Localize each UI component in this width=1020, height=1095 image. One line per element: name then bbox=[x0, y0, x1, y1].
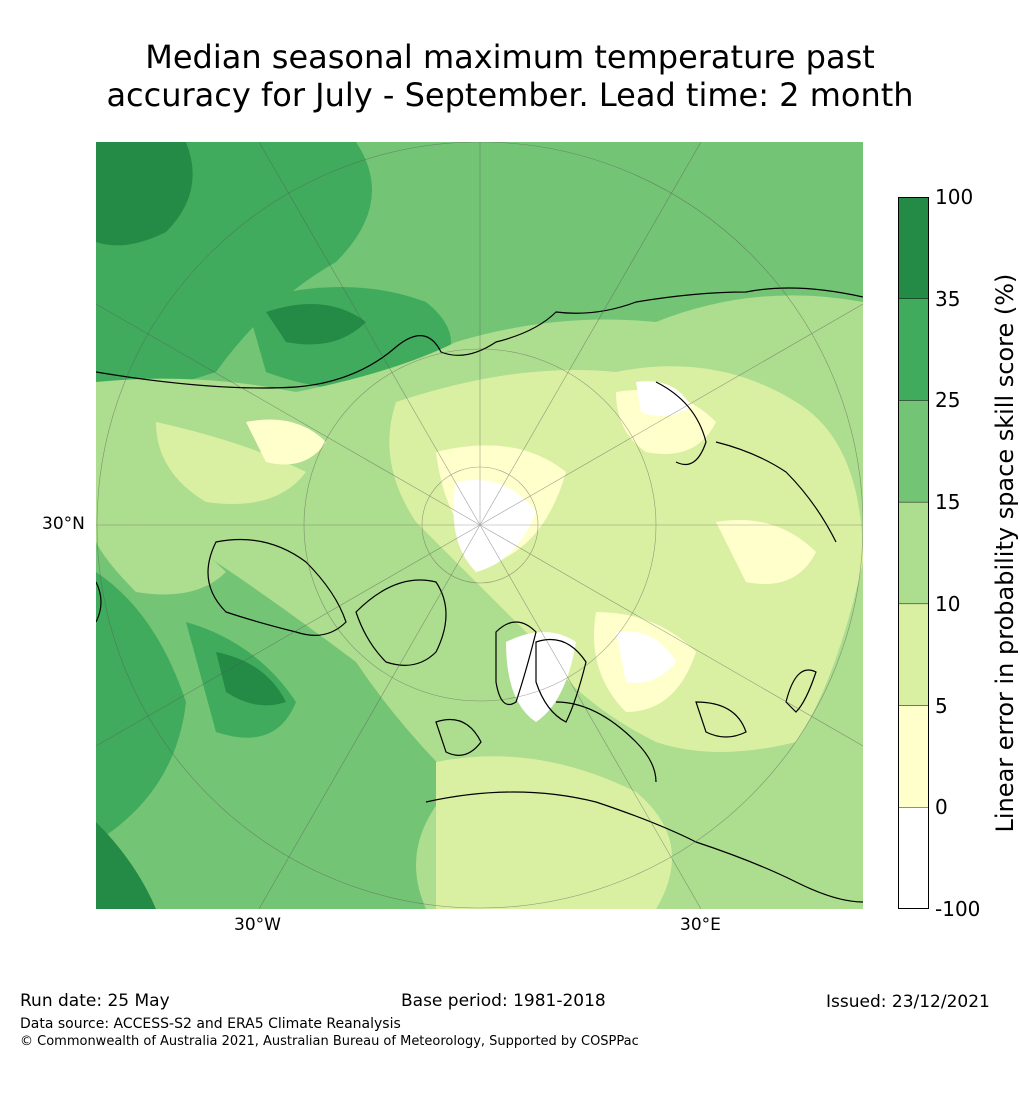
lon-label-30w: 30°W bbox=[234, 915, 281, 935]
colorbar-tick: 5 bbox=[935, 693, 948, 718]
copyright: © Commonwealth of Australia 2021, Austra… bbox=[20, 1034, 639, 1049]
data-source: Data source: ACCESS-S2 and ERA5 Climate … bbox=[20, 1016, 401, 1032]
colorbar-tick: 25 bbox=[935, 388, 961, 413]
colorbar-tick: 0 bbox=[935, 795, 948, 820]
colorbar-tick: -100 bbox=[935, 897, 981, 921]
colorbar-band-25-to-35 bbox=[898, 298, 929, 401]
colorbar-band-0-to-5 bbox=[898, 705, 929, 808]
colorbar-tick: 35 bbox=[935, 286, 961, 311]
base-period: Base period: 1981-2018 bbox=[401, 991, 606, 1011]
colorbar-band-15-to-25 bbox=[898, 400, 929, 503]
colorbar-band-10-to-15 bbox=[898, 501, 929, 605]
colorbar-label: Linear error in probability space skill … bbox=[991, 273, 1019, 833]
run-date: Run date: 25 May bbox=[20, 991, 170, 1011]
skill-field-negative bbox=[453, 381, 691, 722]
colorbar-band-35-to-100 bbox=[898, 197, 929, 299]
colorbar bbox=[898, 197, 929, 909]
lon-label-30e: 30°E bbox=[680, 915, 721, 935]
issued-date: Issued: 23/12/2021 bbox=[826, 992, 990, 1012]
lat-label-30n: 30°N bbox=[42, 514, 85, 534]
colorbar-tick: 100 bbox=[935, 185, 974, 209]
title-line-2: accuracy for July - September. Lead time… bbox=[106, 76, 914, 114]
chart-title: Median seasonal maximum temperature past… bbox=[0, 38, 1020, 114]
colorbar-tick: 15 bbox=[935, 490, 961, 515]
colorbar-band-5-to-10 bbox=[898, 603, 929, 706]
polar-skill-map bbox=[96, 142, 863, 909]
colorbar-band--100-to-0 bbox=[898, 807, 929, 909]
title-line-1: Median seasonal maximum temperature past bbox=[145, 38, 875, 76]
colorbar-tick: 10 bbox=[935, 591, 961, 616]
graticule bbox=[96, 142, 863, 909]
